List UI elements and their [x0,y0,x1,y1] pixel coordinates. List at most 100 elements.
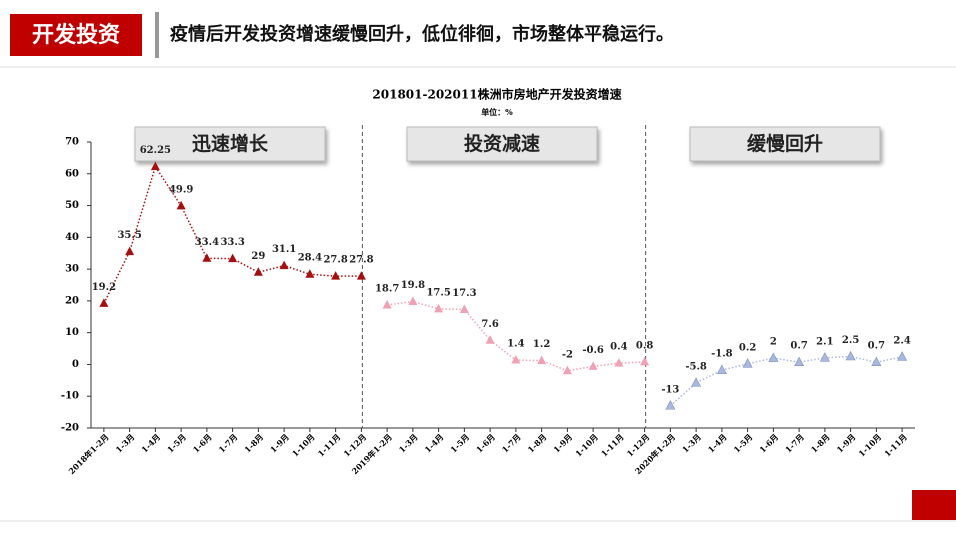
point [253,267,263,276]
value-label: 33.4 [195,237,219,248]
corner-block [912,490,956,520]
value-label: 19.2 [92,282,116,293]
series-line [669,355,903,407]
point [845,350,856,361]
point [202,253,212,262]
x-tick-label: 1-10月 [573,432,600,459]
point [614,358,624,367]
point [459,304,469,313]
point [305,269,315,278]
point [716,364,727,374]
badge: 开发投资 [32,22,120,48]
value-label: -5.8 [685,361,707,372]
value-label: -2 [562,349,573,360]
value-label: -1.8 [711,349,733,360]
point [562,365,572,375]
point [356,271,366,280]
value-label: 1.2 [533,339,550,350]
x-tick-label: 2018年1-2月 [66,432,110,476]
value-label: 2.5 [842,335,859,346]
point [408,296,418,306]
x-tick-label: 1-4月 [139,432,162,455]
x-tick-label: 1-11月 [316,432,343,459]
point [588,361,598,370]
x-tick-label: 1-6月 [474,432,497,455]
value-label: 27.8 [323,255,347,266]
point [691,377,702,387]
value-label: 17.5 [426,287,450,298]
value-label: 0.7 [868,341,885,352]
x-tick-label: 1-9月 [268,432,291,455]
y-tick-label: 10 [65,327,79,338]
point [742,358,753,368]
value-label: 0.8 [636,340,653,351]
value-label: 19.8 [401,280,425,291]
value-label: 1.4 [507,338,524,349]
point [794,356,805,367]
value-label: 28.4 [298,253,322,264]
x-tick-label: 1-10月 [290,432,317,459]
x-tick-label: 1-5月 [732,432,755,455]
point [819,352,830,362]
x-tick-label: 1-11月 [882,432,909,459]
x-tick-label: 1-3月 [680,432,703,455]
value-label: 0.4 [610,342,627,353]
point [382,300,392,309]
point [99,298,109,307]
y-tick-label: 0 [72,359,79,370]
value-label: 2 [770,337,777,348]
point [665,400,676,410]
value-label: -0.6 [582,345,604,356]
value-label: -13 [661,384,679,395]
x-tick-label: 1-6月 [191,432,214,455]
point [485,335,495,344]
point [331,271,341,280]
x-tick-label: 1-10月 [856,432,883,459]
value-label: 33.3 [220,237,244,248]
x-tick-label: 1-8月 [242,432,265,455]
y-tick-label: 70 [65,137,79,148]
x-tick-label: 1-7月 [500,432,523,455]
series-line [103,164,362,304]
annotation: 迅速增长 [192,132,269,155]
x-tick-label: 1-5月 [448,432,471,455]
value-label: 62.25 [140,145,171,156]
point [434,303,444,313]
x-tick-label: 1-3月 [114,432,137,455]
x-tick-label: 1-9月 [551,432,574,455]
value-label: 18.7 [375,284,399,295]
value-label: 17.3 [452,288,476,299]
point [279,260,289,270]
x-tick-label: 1-7月 [783,432,806,455]
value-label: 27.8 [349,255,373,266]
x-tick-label: 1-8月 [526,432,549,455]
value-label: 29 [251,251,265,262]
annotation-box [134,126,326,162]
value-label: 2.4 [893,335,910,346]
y-tick-label: 30 [65,264,79,275]
x-tick-label: 1-8月 [809,432,832,455]
value-label: 7.6 [481,319,498,330]
point [768,352,779,362]
chart-title: 201801-202011株洲市房地产开发投资增速 [372,87,621,102]
x-tick-label: 1-4月 [423,432,446,455]
divider [155,12,159,58]
value-label: 0.2 [739,342,756,353]
point [150,161,160,171]
y-tick-label: 20 [65,295,79,306]
point [176,200,186,210]
point [228,253,238,263]
x-tick-label: 1-11月 [599,432,626,459]
point [511,354,521,364]
value-label: 0.7 [790,341,807,352]
chart-subtitle: 单位：% [481,107,513,117]
value-label: 49.9 [169,184,193,195]
point [537,355,547,365]
value-label: 31.1 [272,244,296,255]
x-tick-label: 1-5月 [165,432,188,455]
x-tick-label: 1-7月 [217,432,240,455]
annotation: 投资减速 [464,132,540,155]
value-label: 35.5 [117,230,141,241]
annotation-box [406,126,598,162]
